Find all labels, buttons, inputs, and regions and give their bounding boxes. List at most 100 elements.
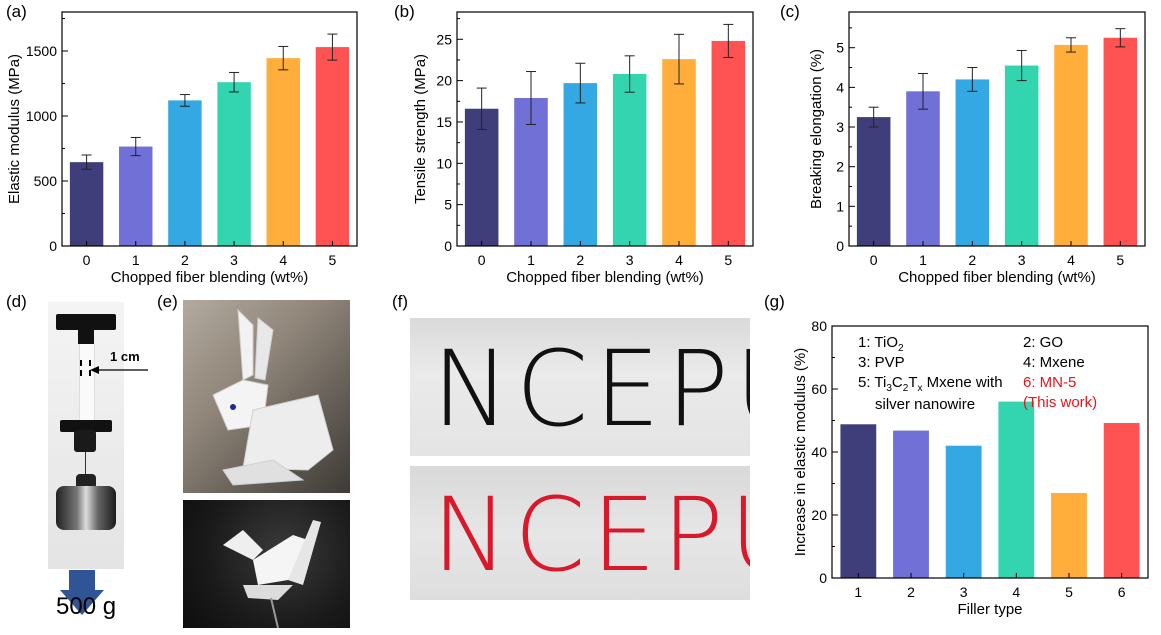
x-tick-label: 0: [478, 252, 486, 268]
legend-item-5-sub2: 2: [902, 383, 909, 394]
x-tick-label: 3: [626, 252, 634, 268]
legend-item-6-line2: (This work): [1023, 394, 1098, 411]
x-axis-label: Chopped fiber blending (wt%): [898, 269, 1096, 286]
chart-elastic-modulus: 0 1 2 3 4 5 0 500 1000 1500 Chopped fiber blending…: [6, 11, 358, 286]
x-tick-label: 5: [1116, 252, 1124, 268]
legend-item-6: 6: MN-5: [1023, 374, 1077, 391]
x-axis-label: Chopped fiber blending (wt%): [111, 269, 309, 286]
bar-2: [168, 100, 202, 247]
bar-3: [217, 82, 251, 246]
x-tick-label: 5: [329, 252, 337, 268]
plot-frame: [61, 11, 358, 247]
x-tick-label: 0: [83, 252, 91, 268]
x-tick-label: 2: [968, 252, 976, 268]
x-tick-label: 6: [1118, 584, 1126, 600]
y-axis-label: Tensile strength (MPa): [412, 54, 429, 204]
upper-clamp-stem: [78, 330, 94, 344]
x-axis-label: Chopped fiber blending (wt%): [506, 269, 704, 286]
ncepu-red-text: NCEPU: [432, 476, 750, 595]
hanging-wire: [85, 452, 86, 482]
bar-6: [1103, 423, 1140, 578]
lower-clamp-body: [74, 430, 96, 452]
x-tick-label: 1: [527, 252, 535, 268]
bar-3: [945, 445, 982, 578]
x-tick-label: 4: [1012, 584, 1020, 600]
bar-2: [563, 83, 598, 246]
y-tick-label: 0: [836, 238, 844, 254]
x-tick-label: 3: [1018, 252, 1026, 268]
bar-5: [1051, 492, 1087, 578]
x-tick-label: 3: [230, 252, 238, 268]
x-axis-label: Filler type: [957, 601, 1022, 618]
gauge-mark-right: [89, 360, 92, 376]
gauge-mark-left: [80, 360, 83, 376]
bar-3: [1004, 65, 1039, 246]
legend-item-1-text: 1: TiO: [858, 334, 899, 351]
y-tick-label: 15: [436, 114, 452, 130]
bar-1: [119, 146, 153, 246]
bar-0: [69, 162, 104, 246]
legend-item-5: 5: Ti3C2Tx Mxene with: [858, 373, 1003, 398]
panel-label-d: (d): [6, 292, 27, 311]
ncepu-black-text: NCEPU: [432, 328, 750, 450]
weight-500g: [56, 486, 116, 530]
x-tick-label: 4: [279, 252, 287, 268]
x-tick-label: 2: [907, 584, 915, 600]
y-axis-label: Breaking elongation (%): [808, 49, 825, 209]
bar-2: [893, 430, 929, 578]
x-tick-label: 1: [919, 252, 927, 268]
x-tick-label: 5: [724, 252, 732, 268]
legend-item-5-subx: x: [917, 383, 923, 394]
bar-4: [1054, 44, 1088, 247]
bar-1: [906, 91, 940, 246]
chart-breaking-elongation: 0 1 2 3 4 5 0 1 2 3 4 5 Chopped fiber blending (wt%)…: [808, 11, 1146, 286]
tensile-test-photo: [48, 302, 124, 569]
bar-1: [840, 424, 877, 578]
y-tick-label: 1000: [26, 108, 57, 124]
panel-label-c: (c): [780, 2, 800, 21]
writing-black-photo: NCEPU: [410, 318, 750, 456]
y-tick-label: 60: [811, 381, 827, 397]
panel-label-f: (f): [392, 292, 409, 311]
y-axis-label: Elastic modulus (MPa): [6, 54, 23, 204]
y-tick-label: 10: [436, 155, 452, 171]
upper-clamp: [56, 314, 116, 330]
origami-crane-photo: [183, 500, 350, 628]
y-tick-label: 0: [444, 238, 452, 254]
legend-item-3: 3: PVP: [858, 354, 905, 371]
x-tick-label: 1: [854, 584, 862, 600]
panel-label-b: (b): [394, 2, 415, 21]
bar-2: [955, 79, 990, 246]
panel-label-g: (g): [764, 292, 785, 311]
x-tick-label: 4: [1067, 252, 1075, 268]
y-tick-label: 0: [49, 238, 57, 254]
y-tick-label: 25: [436, 31, 452, 47]
plot-frame: [848, 11, 1146, 247]
x-tick-label: 5: [1065, 584, 1073, 600]
legend-item-5-sub3: 3: [886, 383, 892, 394]
bar-5: [315, 47, 350, 246]
x-tick-label: 0: [870, 252, 878, 268]
chart-tensile-strength: 0 1 2 3 4 5 0 5 10 15 20 25 Chopped fiber blending (…: [412, 11, 754, 286]
origami-rabbit-photo: [183, 300, 350, 493]
y-tick-label: 5: [444, 197, 452, 213]
bar-0: [464, 108, 499, 246]
x-tick-label: 1: [132, 252, 140, 268]
bar-0: [856, 117, 891, 247]
y-tick-label: 20: [436, 73, 452, 89]
y-tick-label: 20: [811, 507, 827, 523]
x-tick-label: 3: [960, 584, 968, 600]
bar-4: [266, 58, 300, 247]
y-tick-label: 1: [836, 198, 844, 214]
bar-4: [662, 59, 696, 247]
legend-item-1-sub: 2: [898, 343, 904, 354]
y-tick-label: 0: [819, 570, 827, 586]
writing-red-photo: NCEPU: [410, 466, 750, 600]
bar-4: [998, 401, 1035, 578]
scale-label: 1 cm: [110, 349, 140, 364]
panel-label-a: (a): [6, 2, 27, 21]
lower-clamp: [60, 420, 112, 432]
y-tick-label: 4: [836, 79, 844, 95]
